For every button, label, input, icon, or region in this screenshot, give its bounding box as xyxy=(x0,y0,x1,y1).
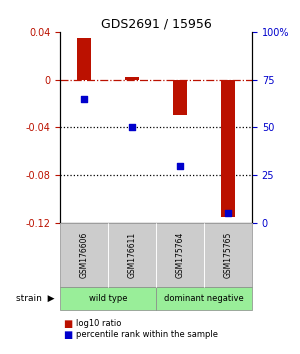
Text: log10 ratio: log10 ratio xyxy=(76,319,122,329)
Text: strain  ▶: strain ▶ xyxy=(16,294,54,303)
Title: GDS2691 / 15956: GDS2691 / 15956 xyxy=(100,18,212,31)
Text: dominant negative: dominant negative xyxy=(164,294,244,303)
Bar xyxy=(77,38,91,80)
Point xyxy=(226,211,230,216)
Text: GSM175765: GSM175765 xyxy=(224,232,232,278)
Bar xyxy=(173,80,187,115)
Text: ■: ■ xyxy=(63,319,72,329)
Point xyxy=(130,125,134,130)
Text: percentile rank within the sample: percentile rank within the sample xyxy=(76,330,218,339)
Point xyxy=(178,163,182,169)
Text: ■: ■ xyxy=(63,330,72,339)
Bar xyxy=(221,80,235,217)
Text: GSM176606: GSM176606 xyxy=(80,232,88,278)
Text: wild type: wild type xyxy=(89,294,127,303)
Text: GSM176611: GSM176611 xyxy=(128,232,136,278)
Text: GSM175764: GSM175764 xyxy=(176,232,184,278)
Point xyxy=(82,96,86,102)
Bar xyxy=(125,77,139,80)
